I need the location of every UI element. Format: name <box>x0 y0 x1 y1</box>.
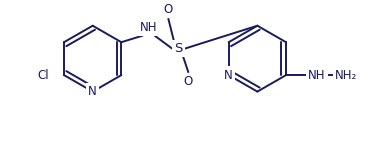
Text: O: O <box>164 3 173 16</box>
Text: NH₂: NH₂ <box>335 69 357 82</box>
Text: NH: NH <box>308 69 326 82</box>
Text: NH: NH <box>140 21 157 34</box>
Text: Cl: Cl <box>38 69 49 82</box>
Text: N: N <box>224 69 233 82</box>
Text: S: S <box>174 42 183 55</box>
Text: N: N <box>88 85 97 98</box>
Text: O: O <box>183 75 193 88</box>
